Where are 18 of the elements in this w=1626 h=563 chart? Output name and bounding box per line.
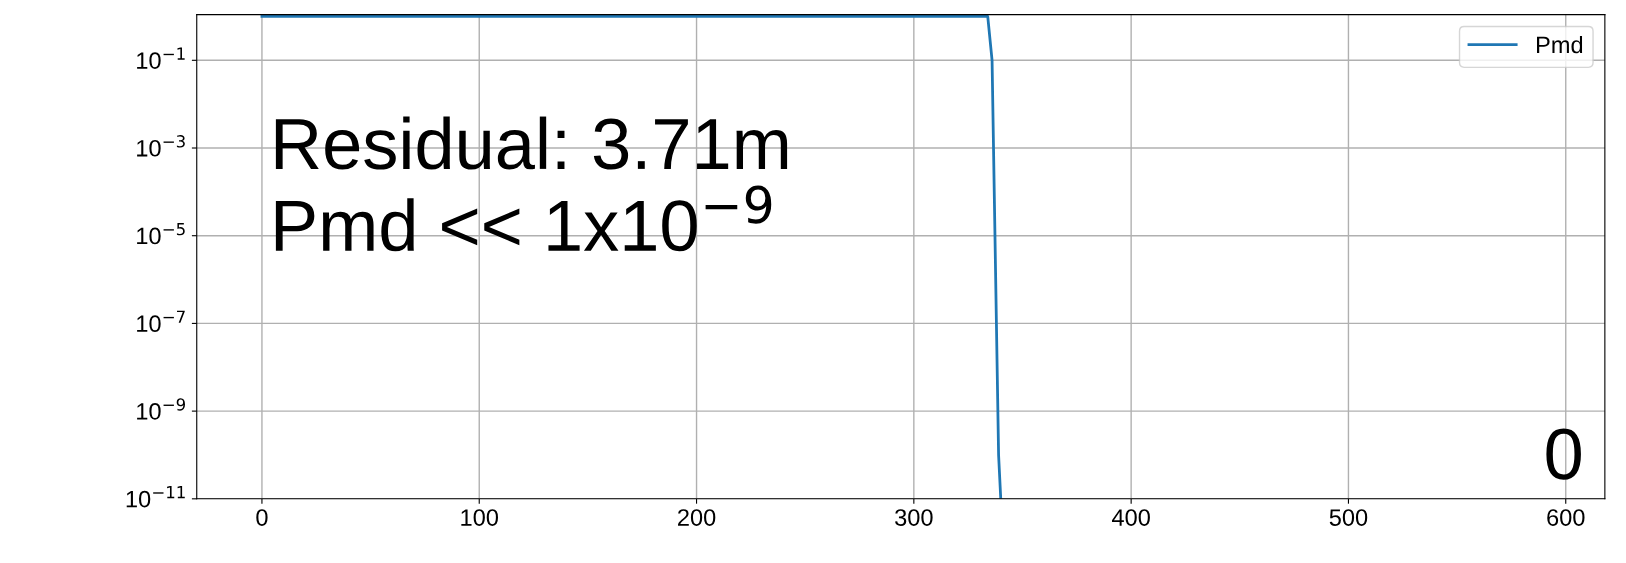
y-tick-label: 10$^{−1}$: [137, 47, 185, 69]
x-tick-label: 400: [1111, 509, 1150, 526]
x-tick-label: 600: [1547, 509, 1585, 526]
x-tick-label: 0: [256, 509, 268, 526]
annotation: 0: [1546, 428, 1581, 480]
x-tick-label: 500: [1329, 509, 1368, 526]
y-tick-label: 10$^{−5}$: [137, 223, 185, 245]
x-tick-label: 200: [678, 509, 716, 526]
x-tick-label: 300: [895, 509, 933, 526]
y-tick-label: 10$^{−3}$: [137, 135, 185, 157]
line-series: [260, 15, 1003, 499]
y-tick-label: 10$^{−9}$: [137, 398, 186, 420]
annotation: Pmd << 1x10$^{−9}$: [275, 185, 772, 252]
annotation: Residual: 3.71m: [275, 116, 788, 170]
y-tick-label: 10$^{−7}$: [137, 310, 185, 333]
y-tick-label: 10$^{−11}$: [126, 486, 185, 508]
legend-label: Pmd: [1537, 35, 1583, 54]
x-tick-label: 100: [461, 509, 499, 526]
